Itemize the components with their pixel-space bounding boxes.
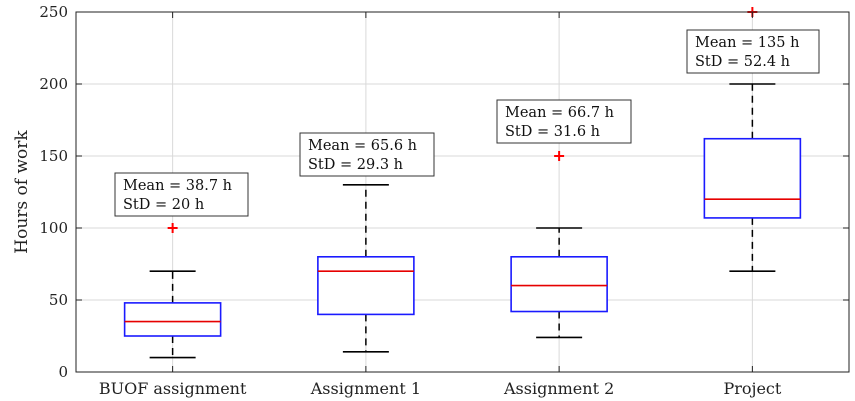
- box-4: [703, 7, 802, 273]
- y-tick-label: 100: [39, 219, 68, 237]
- y-tick-label: 200: [39, 75, 68, 93]
- annotations: Mean = 38.7 h StD = 20 h Mean = 65.6 h StD …: [114, 29, 820, 217]
- annotation-box: [114, 172, 249, 217]
- annotation-mean: Mean = 135 h: [695, 35, 799, 51]
- outlier-marker: [167, 223, 178, 233]
- y-tick-label: 250: [39, 3, 68, 21]
- box-2: [317, 184, 415, 353]
- x-category-label: Assignment 1: [310, 379, 421, 398]
- y-tick-label: 150: [39, 147, 68, 165]
- iqr-box: [123, 302, 222, 337]
- box-1: [123, 223, 222, 359]
- stats-annotation-4: Mean = 135 h StD = 52.4 h: [686, 29, 820, 74]
- plot-frame: [75, 11, 850, 373]
- stats-annotation-3: Mean = 66.7 h StD = 31.6 h: [496, 99, 632, 144]
- y-tick-label: 50: [49, 291, 68, 309]
- stats-annotation-1: Mean = 38.7 h StD = 20 h: [114, 172, 249, 217]
- annotation-std: StD = 29.3 h: [308, 157, 403, 173]
- box-3: [510, 151, 608, 339]
- annotation-std: StD = 52.4 h: [695, 54, 790, 70]
- annotation-std: StD = 20 h: [123, 197, 204, 213]
- annotation-std: StD = 31.6 h: [505, 124, 600, 140]
- x-category-label: BUOF assignment: [99, 379, 247, 398]
- y-axis-title: Hours of work: [12, 130, 32, 254]
- axes: 0 50 100 150 200 250 BUOF assignment Assignment…: [39, 3, 850, 398]
- annotation-box: [496, 99, 632, 144]
- stats-annotation-2: Mean = 65.6 h StD = 29.3 h: [299, 132, 435, 177]
- annotation-mean: Mean = 66.7 h: [505, 105, 614, 121]
- box-series: [123, 7, 802, 359]
- y-tick-label: 0: [58, 363, 68, 381]
- annotation-box: [299, 132, 435, 177]
- iqr-box: [317, 255, 415, 316]
- annotation-box: [686, 29, 820, 74]
- x-category-label: Project: [723, 379, 781, 398]
- x-category-label: Assignment 2: [503, 379, 614, 398]
- annotation-mean: Mean = 65.6 h: [308, 138, 417, 154]
- annotation-mean: Mean = 38.7 h: [123, 178, 232, 194]
- iqr-box: [510, 255, 608, 313]
- outlier-marker: [554, 151, 565, 161]
- iqr-box: [703, 137, 802, 219]
